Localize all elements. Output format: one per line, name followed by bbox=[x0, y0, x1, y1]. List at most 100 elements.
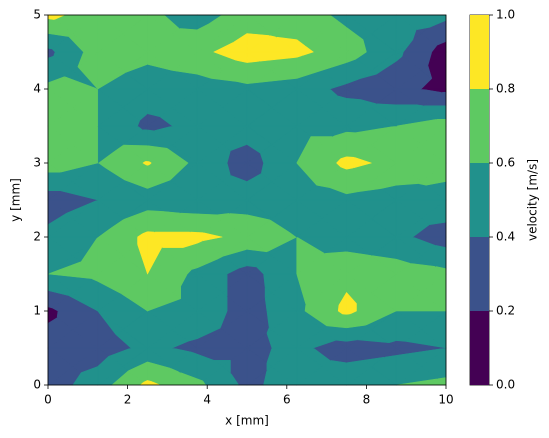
contour-region bbox=[246, 88, 273, 127]
x-tick-label: 8 bbox=[363, 393, 371, 407]
contour-region bbox=[246, 51, 260, 63]
y-tick-label: 0 bbox=[33, 378, 41, 392]
contour-region bbox=[395, 258, 411, 275]
colorbar-segment bbox=[470, 237, 489, 311]
plot-area bbox=[47, 14, 447, 386]
contour-region bbox=[97, 273, 123, 294]
contour-region bbox=[296, 273, 322, 305]
contour-region bbox=[196, 51, 223, 79]
contour-region bbox=[296, 347, 322, 386]
contour-region bbox=[296, 199, 322, 238]
contour-region bbox=[395, 199, 422, 238]
y-tick-label: 1 bbox=[33, 304, 41, 318]
contour-region bbox=[196, 232, 204, 238]
contour-region bbox=[147, 14, 173, 53]
x-tick-label: 10 bbox=[438, 393, 453, 407]
contour-region bbox=[196, 23, 223, 53]
contour-region bbox=[346, 27, 364, 53]
contour-region bbox=[147, 129, 173, 149]
colorbar-tick-label: 0.0 bbox=[496, 378, 515, 392]
contour-region bbox=[147, 231, 198, 238]
contour-region bbox=[246, 236, 268, 253]
x-tick-label: 2 bbox=[124, 393, 132, 407]
contour-region bbox=[346, 360, 372, 386]
contour-region bbox=[346, 310, 351, 315]
colorbar-segment bbox=[470, 89, 489, 163]
contour-region bbox=[296, 88, 322, 127]
contour-region bbox=[395, 310, 422, 342]
contour-region bbox=[147, 88, 173, 118]
colorbar-tick-label: 0.2 bbox=[496, 304, 515, 318]
contour-region bbox=[246, 33, 270, 53]
contour-region bbox=[395, 104, 422, 127]
colorbar-tick-label: 0.4 bbox=[496, 230, 515, 244]
contour-region bbox=[196, 162, 223, 201]
contour-region bbox=[147, 161, 150, 164]
contour-region bbox=[346, 51, 357, 63]
contour-region bbox=[97, 162, 123, 201]
contour-region bbox=[196, 273, 223, 312]
x-tick-label: 6 bbox=[283, 393, 291, 407]
contour-region bbox=[346, 199, 372, 238]
colorbar-label: velocity [m/s] bbox=[526, 159, 540, 241]
contour-region bbox=[395, 353, 422, 386]
colorbar-segment bbox=[470, 15, 489, 89]
contour-region bbox=[97, 199, 123, 238]
contour-region bbox=[196, 88, 223, 127]
contour-region bbox=[196, 213, 223, 233]
contour-region bbox=[296, 51, 303, 58]
y-axis-label: y [mm] bbox=[9, 178, 23, 222]
y-tick-label: 2 bbox=[33, 230, 41, 244]
contour-region bbox=[296, 236, 322, 275]
contour-region bbox=[346, 97, 372, 127]
contour-region bbox=[196, 310, 221, 340]
contour-region bbox=[346, 162, 354, 170]
contour-region bbox=[97, 310, 123, 335]
axes-frame bbox=[47, 14, 447, 386]
contour-region bbox=[196, 378, 204, 386]
x-tick-label: 4 bbox=[203, 393, 211, 407]
contour-region bbox=[395, 125, 422, 164]
contour-region bbox=[196, 125, 223, 164]
contour-region bbox=[266, 327, 273, 334]
contour-region bbox=[147, 210, 173, 233]
contour-region bbox=[246, 125, 273, 154]
colorbar-tick-label: 0.8 bbox=[496, 82, 515, 96]
x-axis-label: x [mm] bbox=[225, 414, 269, 428]
contour-region bbox=[246, 173, 273, 201]
contour-region bbox=[246, 214, 271, 238]
contour-region bbox=[346, 131, 372, 158]
contour-region bbox=[296, 310, 322, 349]
contour-region bbox=[346, 251, 372, 275]
contour-region bbox=[266, 362, 273, 371]
contour-region bbox=[264, 287, 273, 298]
contour-region bbox=[196, 353, 223, 382]
contour-region bbox=[296, 162, 322, 186]
contour-region bbox=[346, 156, 355, 164]
contour-region bbox=[147, 273, 173, 312]
contour-region bbox=[395, 273, 422, 312]
colorbar-segment bbox=[470, 163, 489, 237]
contour-region bbox=[97, 14, 123, 53]
contour-region bbox=[97, 355, 123, 386]
contour-region bbox=[147, 51, 173, 71]
contour-region bbox=[395, 14, 417, 53]
contour-region bbox=[395, 162, 422, 186]
contour-region bbox=[97, 51, 123, 90]
contour-region bbox=[196, 236, 203, 244]
colorbar-tick-label: 1.0 bbox=[496, 8, 515, 22]
y-tick-label: 5 bbox=[33, 8, 41, 22]
contour-region bbox=[395, 51, 403, 62]
y-tick-label: 4 bbox=[33, 82, 41, 96]
contour-region bbox=[296, 136, 322, 164]
contour-region bbox=[346, 292, 357, 312]
contour-region bbox=[147, 380, 153, 386]
colorbar-segment bbox=[470, 311, 489, 385]
contour-region bbox=[97, 236, 123, 275]
contour-region bbox=[147, 231, 155, 238]
contour-region bbox=[147, 236, 163, 275]
contour-region bbox=[147, 162, 150, 166]
y-tick-label: 3 bbox=[33, 156, 41, 170]
x-tick-label: 0 bbox=[44, 393, 52, 407]
